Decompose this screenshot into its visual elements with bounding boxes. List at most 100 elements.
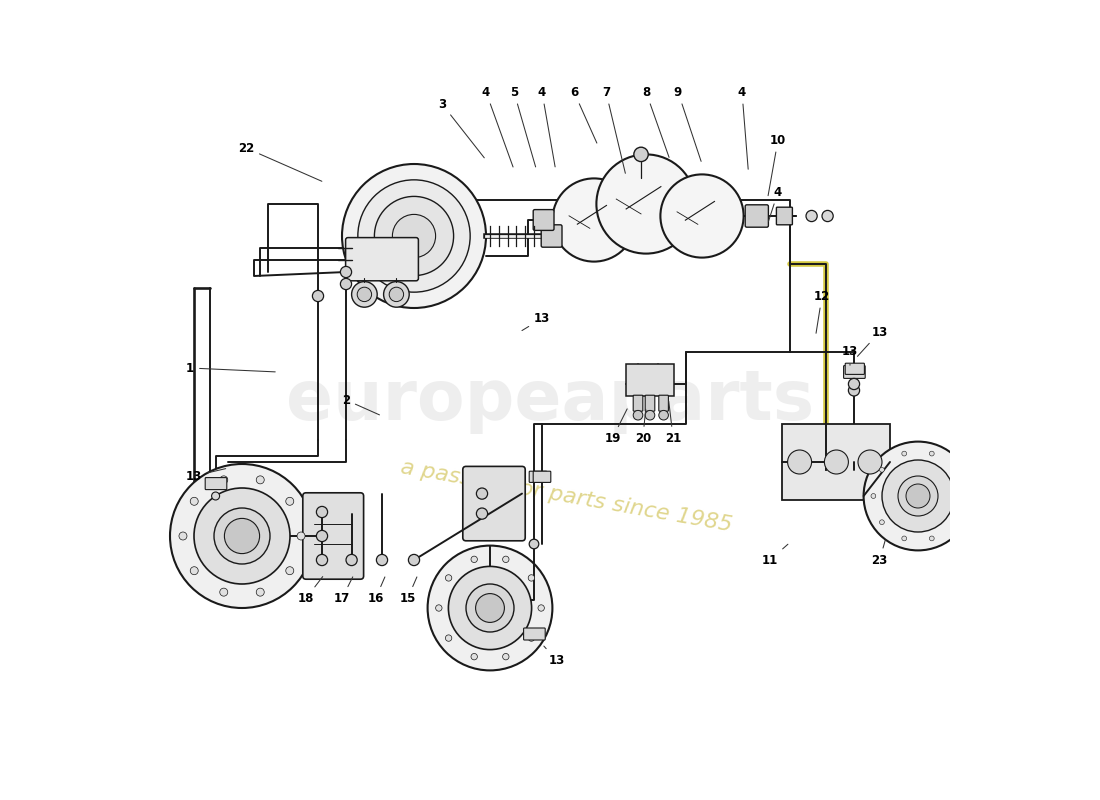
Text: 20: 20 bbox=[635, 409, 651, 445]
FancyBboxPatch shape bbox=[634, 395, 642, 411]
Circle shape bbox=[882, 460, 954, 532]
Text: 8: 8 bbox=[642, 86, 669, 158]
FancyBboxPatch shape bbox=[345, 238, 418, 281]
Circle shape bbox=[902, 451, 906, 456]
Text: 2: 2 bbox=[342, 394, 380, 415]
Circle shape bbox=[660, 174, 744, 258]
Circle shape bbox=[848, 385, 859, 396]
Circle shape bbox=[503, 556, 509, 562]
FancyBboxPatch shape bbox=[844, 366, 866, 378]
Circle shape bbox=[634, 147, 648, 162]
Circle shape bbox=[471, 556, 477, 562]
Text: 23: 23 bbox=[871, 540, 888, 566]
Circle shape bbox=[552, 178, 636, 262]
Circle shape bbox=[880, 520, 884, 525]
Circle shape bbox=[286, 498, 294, 506]
FancyBboxPatch shape bbox=[524, 628, 546, 640]
Circle shape bbox=[312, 290, 323, 302]
Circle shape bbox=[286, 566, 294, 574]
Circle shape bbox=[446, 635, 452, 642]
FancyBboxPatch shape bbox=[845, 363, 865, 374]
FancyBboxPatch shape bbox=[206, 478, 227, 490]
Circle shape bbox=[446, 574, 452, 581]
Circle shape bbox=[634, 410, 642, 420]
Circle shape bbox=[220, 476, 228, 484]
Circle shape bbox=[190, 498, 198, 506]
Circle shape bbox=[346, 554, 358, 566]
Text: 4: 4 bbox=[738, 86, 748, 170]
Circle shape bbox=[214, 508, 270, 564]
FancyBboxPatch shape bbox=[302, 493, 364, 579]
Circle shape bbox=[317, 530, 328, 542]
Circle shape bbox=[906, 484, 930, 508]
FancyBboxPatch shape bbox=[534, 471, 551, 482]
Text: 7: 7 bbox=[602, 86, 626, 174]
Circle shape bbox=[898, 476, 938, 516]
FancyBboxPatch shape bbox=[646, 395, 654, 411]
Circle shape bbox=[393, 214, 436, 258]
Text: 4: 4 bbox=[482, 86, 513, 167]
Circle shape bbox=[930, 451, 934, 456]
Text: 12: 12 bbox=[814, 290, 830, 334]
Circle shape bbox=[475, 594, 505, 622]
Circle shape bbox=[528, 635, 535, 642]
Text: 4: 4 bbox=[769, 186, 782, 222]
Circle shape bbox=[466, 584, 514, 632]
Circle shape bbox=[538, 605, 544, 611]
Circle shape bbox=[317, 506, 328, 518]
Text: 17: 17 bbox=[334, 577, 353, 605]
Circle shape bbox=[646, 410, 654, 420]
Circle shape bbox=[659, 410, 669, 420]
FancyBboxPatch shape bbox=[541, 225, 562, 247]
Text: 13: 13 bbox=[842, 346, 858, 366]
FancyBboxPatch shape bbox=[777, 207, 792, 225]
Text: 18: 18 bbox=[298, 577, 322, 605]
Text: 4: 4 bbox=[538, 86, 556, 167]
Circle shape bbox=[871, 494, 876, 498]
FancyBboxPatch shape bbox=[659, 395, 669, 411]
Bar bbox=[782, 424, 890, 500]
Circle shape bbox=[436, 605, 442, 611]
Text: 3: 3 bbox=[438, 98, 484, 158]
FancyBboxPatch shape bbox=[463, 466, 525, 541]
Circle shape bbox=[788, 450, 812, 474]
Circle shape bbox=[902, 536, 906, 541]
Bar bbox=[626, 364, 674, 396]
Circle shape bbox=[476, 508, 487, 519]
Circle shape bbox=[824, 450, 848, 474]
Circle shape bbox=[596, 154, 695, 254]
Circle shape bbox=[358, 287, 372, 302]
Circle shape bbox=[220, 588, 228, 596]
Circle shape bbox=[952, 520, 957, 525]
FancyBboxPatch shape bbox=[529, 471, 547, 482]
Text: 15: 15 bbox=[399, 577, 417, 605]
Circle shape bbox=[858, 450, 882, 474]
Text: 16: 16 bbox=[367, 577, 385, 605]
Circle shape bbox=[340, 278, 352, 290]
FancyBboxPatch shape bbox=[534, 210, 554, 230]
Circle shape bbox=[384, 282, 409, 307]
Circle shape bbox=[342, 164, 486, 308]
FancyBboxPatch shape bbox=[745, 205, 769, 227]
Circle shape bbox=[297, 532, 305, 540]
Circle shape bbox=[170, 464, 314, 608]
Text: 22: 22 bbox=[238, 142, 322, 182]
Text: a passion for parts since 1985: a passion for parts since 1985 bbox=[398, 457, 734, 535]
Circle shape bbox=[256, 588, 264, 596]
Circle shape bbox=[224, 518, 260, 554]
Circle shape bbox=[960, 494, 965, 498]
Text: 10: 10 bbox=[768, 134, 786, 196]
Circle shape bbox=[340, 266, 352, 278]
Circle shape bbox=[389, 287, 404, 302]
Circle shape bbox=[880, 467, 884, 472]
Text: 13: 13 bbox=[186, 469, 225, 482]
Text: 1: 1 bbox=[186, 362, 275, 374]
Circle shape bbox=[528, 574, 535, 581]
Circle shape bbox=[190, 566, 198, 574]
Circle shape bbox=[848, 378, 859, 390]
Circle shape bbox=[930, 536, 934, 541]
Circle shape bbox=[864, 442, 972, 550]
Text: europeaparts: europeaparts bbox=[286, 366, 814, 434]
Circle shape bbox=[256, 476, 264, 484]
Circle shape bbox=[806, 210, 817, 222]
